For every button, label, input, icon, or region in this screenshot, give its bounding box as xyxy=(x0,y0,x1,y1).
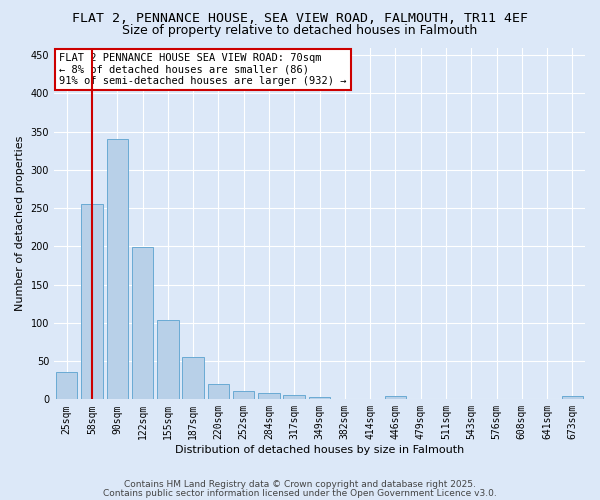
Y-axis label: Number of detached properties: Number of detached properties xyxy=(15,136,25,311)
Text: Contains public sector information licensed under the Open Government Licence v3: Contains public sector information licen… xyxy=(103,489,497,498)
Text: Size of property relative to detached houses in Falmouth: Size of property relative to detached ho… xyxy=(122,24,478,37)
Bar xyxy=(157,320,179,400)
Text: FLAT 2, PENNANCE HOUSE, SEA VIEW ROAD, FALMOUTH, TR11 4EF: FLAT 2, PENNANCE HOUSE, SEA VIEW ROAD, F… xyxy=(72,12,528,26)
Bar xyxy=(132,247,153,400)
X-axis label: Distribution of detached houses by size in Falmouth: Distribution of detached houses by size … xyxy=(175,445,464,455)
Bar xyxy=(182,358,204,400)
Bar xyxy=(208,384,229,400)
Text: FLAT 2 PENNANCE HOUSE SEA VIEW ROAD: 70sqm
← 8% of detached houses are smaller (: FLAT 2 PENNANCE HOUSE SEA VIEW ROAD: 70s… xyxy=(59,53,347,86)
Bar xyxy=(562,396,583,400)
Bar xyxy=(56,372,77,400)
Bar xyxy=(385,396,406,400)
Bar xyxy=(233,391,254,400)
Bar xyxy=(258,393,280,400)
Bar xyxy=(81,204,103,400)
Text: Contains HM Land Registry data © Crown copyright and database right 2025.: Contains HM Land Registry data © Crown c… xyxy=(124,480,476,489)
Bar xyxy=(107,138,128,400)
Bar xyxy=(309,397,330,400)
Bar xyxy=(283,394,305,400)
